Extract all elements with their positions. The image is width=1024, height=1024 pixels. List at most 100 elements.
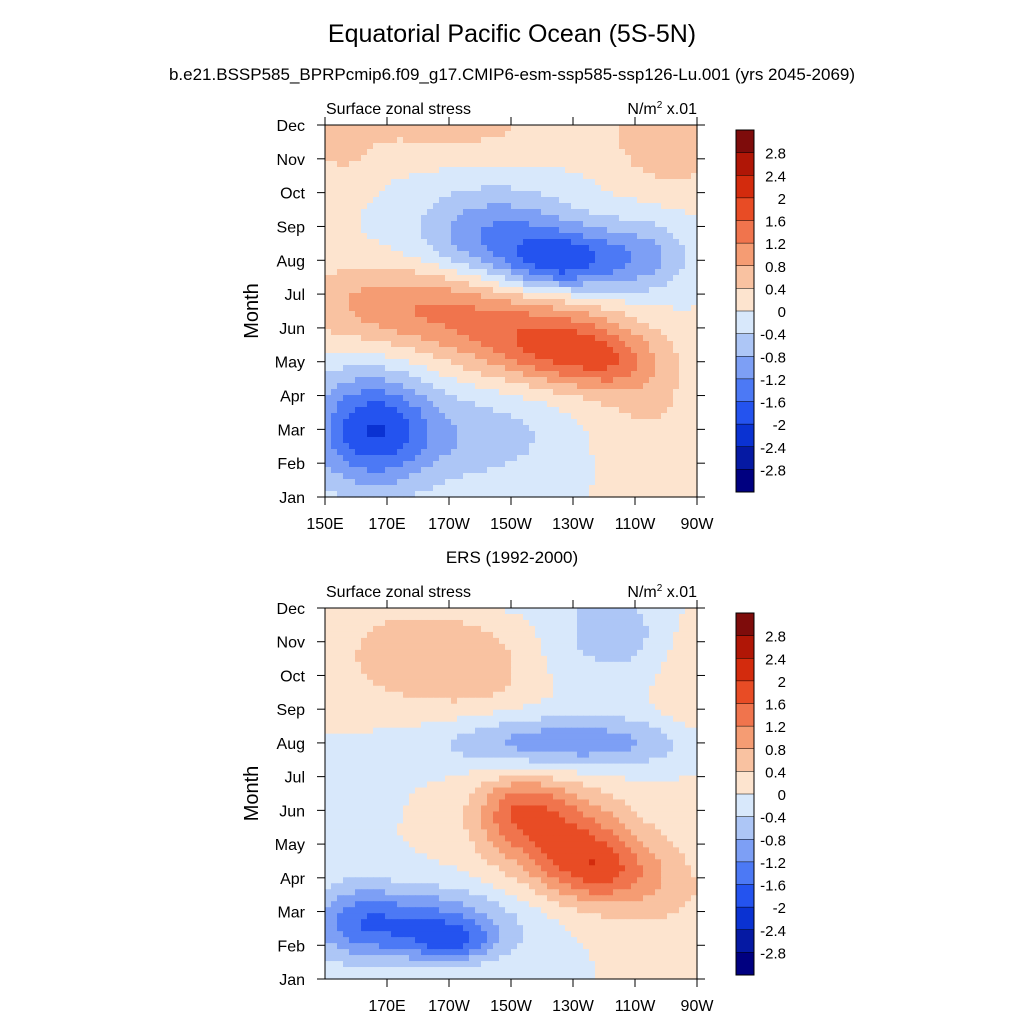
contour-cell: [535, 485, 542, 492]
contour-cell: [397, 143, 404, 150]
contour-cell: [673, 143, 680, 150]
contour-cell: [343, 335, 350, 342]
contour-cell: [553, 263, 560, 270]
contour-cell: [523, 401, 530, 408]
contour-cell: [667, 299, 674, 306]
contour-cell: [487, 625, 494, 633]
contour-cell: [589, 455, 596, 462]
contour-cell: [355, 257, 362, 264]
contour-cell: [679, 461, 686, 468]
contour-cell: [469, 323, 476, 330]
contour-cell: [679, 608, 686, 615]
contour-cell: [463, 685, 470, 693]
contour-cell: [571, 263, 578, 270]
contour-cell: [571, 149, 578, 156]
contour-cell: [385, 697, 392, 705]
contour-cell: [409, 631, 416, 639]
contour-cell: [373, 437, 380, 444]
contour-cell: [583, 413, 590, 420]
contour-cell: [415, 673, 422, 681]
contour-cell: [673, 643, 680, 651]
contour-cell: [529, 395, 536, 402]
contour-cell: [457, 491, 464, 498]
contour-cell: [613, 209, 620, 216]
contour-cell: [619, 179, 626, 186]
contour-cell: [577, 125, 584, 132]
contour-cell: [619, 467, 626, 474]
contour-cell: [571, 293, 578, 300]
contour-cell: [673, 191, 680, 198]
contour-cell: [445, 215, 452, 222]
contour-cell: [451, 691, 458, 699]
contour-cell: [637, 281, 644, 288]
contour-cell: [583, 269, 590, 276]
contour-cell: [421, 467, 428, 474]
contour-cell: [517, 335, 524, 342]
contour-cell: [349, 365, 356, 372]
contour-cell: [529, 655, 536, 663]
contour-cell: [631, 257, 638, 264]
contour-cell: [361, 455, 368, 462]
contour-cell: [439, 185, 446, 192]
contour-cell: [535, 455, 542, 462]
contour-cell: [367, 667, 374, 675]
contour-cell: [355, 365, 362, 372]
contour-cell: [517, 395, 524, 402]
contour-cell: [655, 491, 662, 498]
contour-cell: [649, 233, 656, 240]
contour-cell: [391, 287, 398, 294]
contour-cell: [475, 209, 482, 216]
contour-cell: [631, 649, 638, 657]
contour-cell: [523, 215, 530, 222]
contour-cell: [331, 191, 338, 198]
contour-cell: [427, 485, 434, 492]
contour-cell: [481, 143, 488, 150]
contour-cell: [511, 455, 518, 462]
contour-cell: [583, 149, 590, 156]
contour-cell: [349, 473, 356, 480]
contour-cell: [433, 685, 440, 693]
contour-cell: [595, 305, 602, 312]
contour-cell: [685, 655, 692, 663]
contour-cell: [421, 419, 428, 426]
contour-cell: [379, 317, 386, 324]
contour-cell: [583, 619, 590, 627]
contour-cell: [637, 359, 644, 366]
contour-cell: [529, 137, 536, 144]
contour-cell: [421, 341, 428, 348]
contour-cell: [403, 685, 410, 693]
contour-cell: [679, 455, 686, 462]
contour-cell: [355, 143, 362, 150]
contour-cell: [457, 191, 464, 198]
contour-cell: [469, 419, 476, 426]
contour-cell: [667, 293, 674, 300]
contour-cell: [445, 317, 452, 324]
contour-cell: [565, 407, 572, 414]
contour-cell: [379, 161, 386, 168]
contour-cell: [571, 401, 578, 408]
contour-cell: [667, 649, 674, 657]
contour-cell: [589, 299, 596, 306]
contour-cell: [481, 655, 488, 663]
contour-cell: [517, 449, 524, 456]
contour-cell: [691, 161, 698, 168]
contour-cell: [361, 431, 368, 438]
contour-cell: [685, 197, 692, 204]
contour-cell: [373, 431, 380, 438]
contour-cell: [553, 167, 560, 174]
contour-cell: [613, 197, 620, 204]
contour-cell: [367, 203, 374, 210]
contour-cell: [523, 137, 530, 144]
contour-cell: [475, 679, 482, 687]
contour-cell: [367, 185, 374, 192]
contour-cell: [343, 643, 350, 651]
contour-cell: [379, 179, 386, 186]
contour-cell: [649, 691, 656, 699]
contour-cell: [577, 167, 584, 174]
contour-cell: [439, 143, 446, 150]
contour-cell: [343, 137, 350, 144]
contour-cell: [559, 143, 566, 150]
contour-cell: [451, 455, 458, 462]
contour-cell: [679, 179, 686, 186]
contour-cell: [385, 143, 392, 150]
